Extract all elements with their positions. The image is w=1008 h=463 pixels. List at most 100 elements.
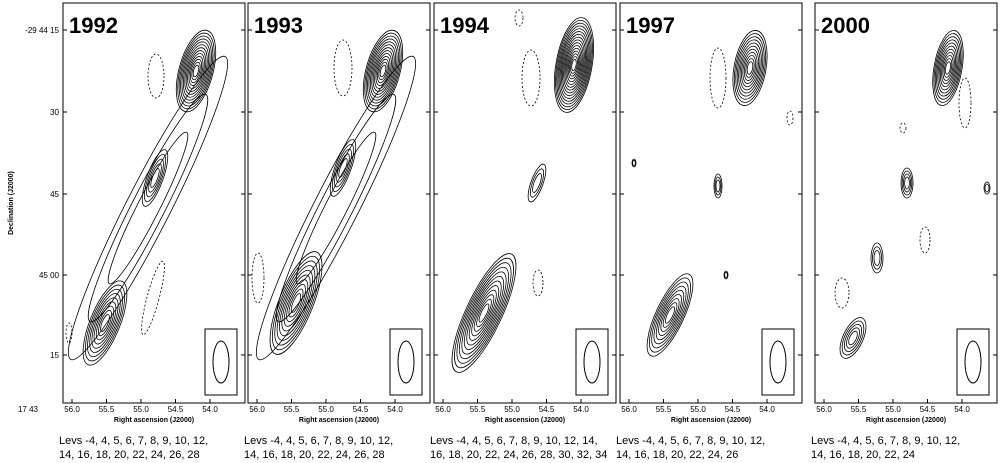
contour	[903, 173, 912, 193]
x-tick-label: 56.0	[435, 405, 451, 414]
contour	[741, 48, 759, 88]
x-tick-label: 54.0	[573, 405, 589, 414]
contour	[945, 61, 951, 75]
contour	[901, 170, 913, 196]
contour	[983, 181, 991, 195]
contour	[182, 44, 210, 98]
contour	[936, 39, 960, 97]
contour	[943, 58, 953, 78]
contour	[934, 36, 962, 100]
contour	[742, 51, 758, 85]
plot-frame	[433, 2, 617, 404]
contour	[527, 163, 547, 203]
contour	[564, 42, 584, 88]
contour	[514, 9, 524, 27]
contour	[93, 301, 117, 345]
contour	[269, 251, 323, 355]
contour	[461, 271, 507, 355]
contour	[655, 289, 685, 341]
contour	[148, 163, 162, 193]
contour	[191, 61, 201, 81]
contour	[468, 285, 500, 341]
contour	[532, 173, 542, 193]
contour	[188, 56, 204, 86]
contour	[557, 25, 591, 105]
x-tick-label: 55.0	[690, 405, 706, 414]
contour	[933, 33, 963, 103]
panel-year: 1994	[440, 13, 490, 38]
contour	[939, 48, 957, 88]
contour	[144, 153, 166, 203]
contour	[91, 297, 119, 349]
contour	[738, 42, 762, 94]
contour	[100, 314, 110, 332]
contour	[476, 298, 492, 328]
contour	[272, 255, 320, 351]
contour	[900, 167, 914, 199]
panel: 1994 56.0 55.5 55.0 54.5 54.0 Right ascension …	[430, 2, 617, 461]
contour	[839, 317, 867, 359]
contour	[565, 45, 583, 85]
contour	[658, 293, 682, 337]
contour	[937, 42, 959, 94]
x-tick-label: 54.5	[920, 405, 936, 414]
contour	[632, 159, 636, 167]
contour	[870, 242, 884, 274]
contour	[451, 253, 517, 373]
x-axis-label: Right ascension (J2000)	[671, 417, 751, 424]
contour	[723, 270, 729, 280]
contour	[281, 274, 311, 332]
contour	[941, 51, 955, 85]
x-tick-label: 54.0	[954, 405, 970, 414]
contour	[376, 58, 390, 84]
contour	[473, 294, 495, 332]
y-tick-label: -29 44 15	[25, 26, 59, 35]
x-axis-label: Right ascension (J2000)	[114, 417, 194, 424]
beam-box	[389, 328, 423, 396]
contour	[786, 110, 794, 126]
contour	[378, 61, 388, 81]
beam	[397, 340, 415, 384]
contour	[649, 277, 691, 353]
panel-year: 1997	[626, 13, 675, 38]
y-axis-label: Declination (J2000)	[8, 171, 15, 235]
contour	[192, 64, 200, 78]
contour	[566, 47, 582, 83]
y-tick-label: 15	[50, 351, 59, 360]
beam-box	[575, 328, 609, 396]
contour	[87, 93, 209, 323]
contour	[65, 322, 73, 344]
contour	[336, 153, 350, 183]
x-tick-label: 54.0	[759, 405, 775, 414]
contour	[175, 29, 217, 113]
contour	[848, 330, 858, 346]
contour	[899, 122, 907, 134]
levels: Levs -4, 4, 5, 6, 7, 8, 9, 10, 12, 14,	[430, 435, 598, 447]
contour	[364, 32, 402, 110]
contour	[338, 158, 348, 178]
contour	[286, 283, 306, 323]
beam	[964, 340, 982, 384]
y-tick-label: 30	[50, 108, 59, 117]
contour	[843, 324, 863, 352]
contour	[872, 246, 882, 270]
contour	[662, 302, 678, 328]
contour	[180, 38, 212, 104]
contour	[463, 276, 505, 350]
contour	[478, 303, 490, 323]
x-tick-label: 54.0	[202, 405, 218, 414]
x-tick-label: 55.5	[851, 405, 867, 414]
contour	[743, 55, 757, 81]
contour	[107, 131, 189, 285]
contour	[362, 29, 404, 113]
contour	[958, 77, 972, 129]
contour	[735, 36, 765, 100]
contour	[919, 226, 931, 254]
x-tick-label: 55.0	[885, 405, 901, 414]
contour	[368, 41, 398, 101]
contour	[709, 47, 727, 109]
x-prefix: 17 43	[18, 405, 39, 414]
contour	[84, 284, 126, 362]
contour	[746, 61, 754, 75]
contour	[571, 59, 577, 71]
